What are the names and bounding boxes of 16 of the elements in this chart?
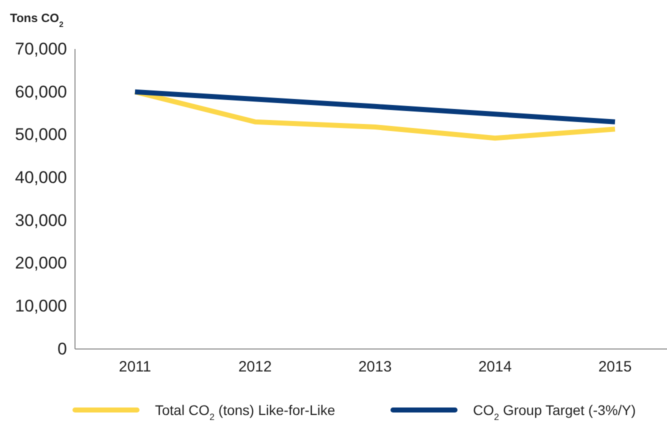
y-tick-label: 50,000 [15,125,67,144]
y-tick-label: 60,000 [15,82,67,102]
y-tick-label: 10,000 [15,296,67,316]
y-tick-label: 0 [58,339,67,358]
legend-label: CO$_{2}$ Group Target (-3%/Y) [473,402,636,422]
legend-label: Total CO$_{2}$ (tons) Like-for-Like [155,402,336,422]
x-tick-label: 2013 [358,358,392,376]
x-tick-label: 2014 [478,358,512,376]
y-tick-label: 40,000 [15,168,67,188]
y-tick-label: 20,000 [15,254,67,273]
y-tick-label: 70,000 [15,39,67,58]
y-axis-title: Tons CO$_{2}$ [10,11,64,28]
x-tick-label: 2011 [118,358,152,376]
y-tick-label: 30,000 [15,210,67,230]
x-tick-label: 2012 [238,358,272,376]
x-tick-label: 2015 [598,358,632,376]
